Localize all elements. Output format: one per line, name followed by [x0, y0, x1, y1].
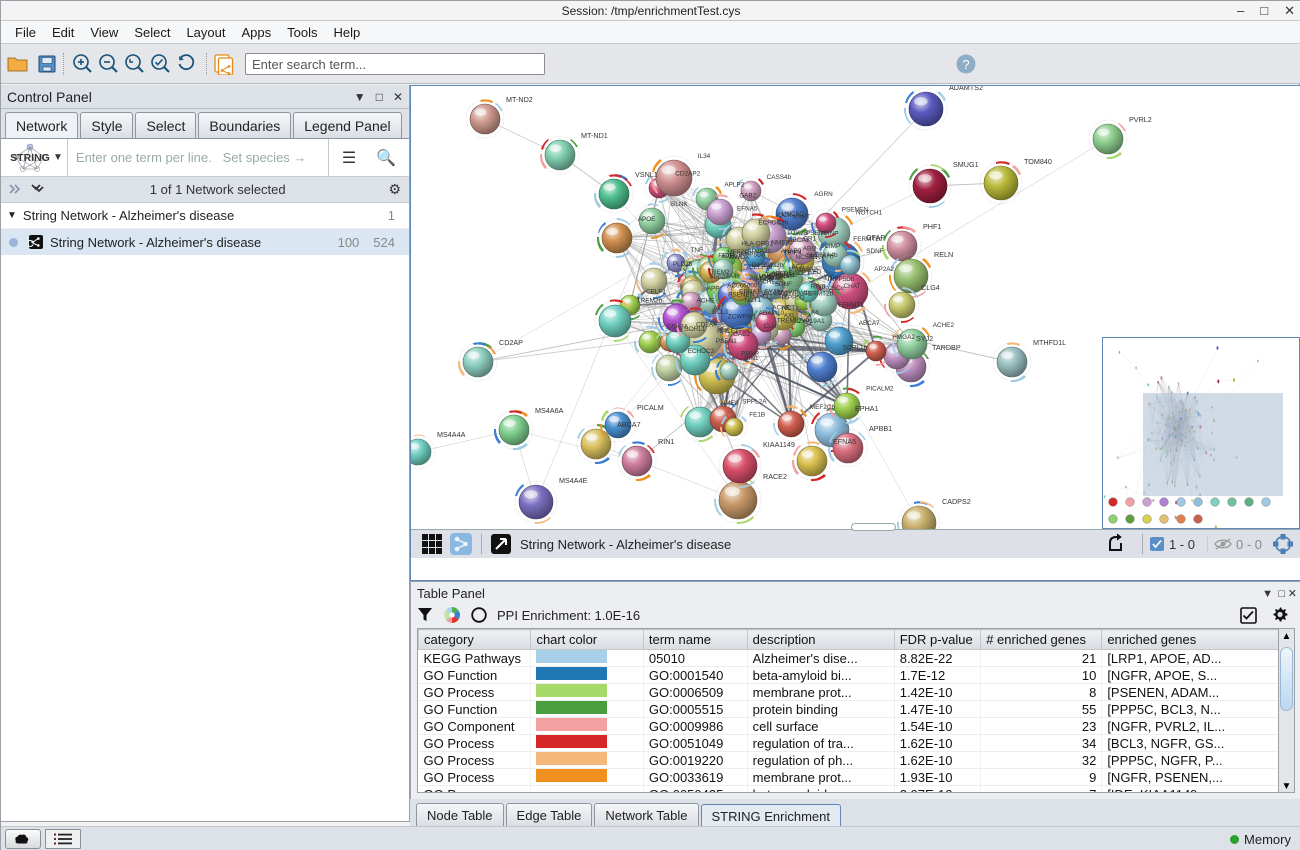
svg-text:NME8b: NME8b — [771, 240, 793, 247]
svg-text:TOM840: TOM840 — [1024, 157, 1052, 166]
svg-text:TNF: TNF — [824, 275, 837, 282]
svg-text:MS4A4E: MS4A4E — [559, 476, 588, 485]
svg-text:IQCK: IQCK — [776, 212, 792, 219]
svg-text:APOE: APOE — [755, 276, 773, 283]
svg-text:MS4A6A: MS4A6A — [535, 406, 564, 415]
svg-text:CASS4b: CASS4b — [767, 174, 792, 181]
svg-text:?: ? — [962, 57, 969, 72]
svg-text:HMGA2: HMGA2 — [892, 334, 915, 341]
svg-text:AP2A2: AP2A2 — [874, 266, 894, 273]
svg-text:MT-ND1: MT-ND1 — [581, 131, 608, 140]
svg-text:SLC24A4: SLC24A4 — [710, 273, 738, 280]
svg-text:MEF2Cb: MEF2Cb — [810, 404, 836, 411]
svg-text:CD2AP: CD2AP — [499, 338, 523, 347]
svg-text:ECHDC3b: ECHDC3b — [758, 220, 788, 227]
svg-text:PICALM: PICALM — [637, 403, 664, 412]
svg-text:TRIP4: TRIP4 — [784, 250, 803, 257]
svg-text:SCIMP: SCIMP — [820, 243, 840, 250]
svg-text:CELF1b: CELF1b — [749, 264, 773, 271]
svg-text:TREM2b: TREM2b — [637, 298, 663, 305]
svg-text:CLG4: CLG4 — [921, 283, 940, 292]
svg-text:MS4A4A: MS4A4A — [437, 430, 466, 439]
svg-text:TREML2: TREML2 — [777, 317, 803, 324]
svg-text:CD2AP2: CD2AP2 — [675, 171, 700, 178]
svg-text:ADAMTS2: ADAMTS2 — [949, 86, 983, 92]
svg-text:RACE2: RACE2 — [763, 472, 787, 481]
svg-text:VSNL1: VSNL1 — [635, 170, 658, 179]
svg-text:ECHDC3: ECHDC3 — [688, 348, 715, 355]
svg-text:ZCWPW1b: ZCWPW1b — [780, 290, 812, 297]
svg-text:EFNA5: EFNA5 — [737, 205, 758, 212]
svg-text:CADPS2: CADPS2 — [942, 497, 971, 506]
svg-text:CELF1: CELF1 — [646, 288, 666, 295]
svg-text:RIN1: RIN1 — [658, 437, 674, 446]
svg-text:APOE: APOE — [638, 216, 656, 223]
svg-text:A4: A4 — [713, 305, 721, 312]
svg-text:HLA-DRB1: HLA-DRB1 — [741, 240, 773, 247]
svg-text:FE1B: FE1B — [749, 411, 765, 418]
svg-text:IL34: IL34 — [698, 153, 711, 160]
svg-text:UNC5Cc: UNC5Cc — [819, 285, 845, 292]
svg-text:NME8: NME8 — [721, 400, 739, 407]
svg-text:ABCA7: ABCA7 — [859, 320, 880, 327]
svg-text:ACHE2: ACHE2 — [933, 322, 955, 329]
svg-text:FERMT2: FERMT2 — [838, 302, 864, 309]
svg-text:PSEN1: PSEN1 — [716, 338, 737, 345]
svg-text:APBB1: APBB1 — [869, 424, 892, 433]
svg-text:PICALM2: PICALM2 — [866, 386, 894, 393]
svg-text:RACE1: RACE1 — [717, 328, 739, 335]
svg-text:AGRN: AGRN — [814, 191, 833, 198]
svg-text:APLP2: APLP2 — [724, 182, 744, 189]
svg-text:BLNK: BLNK — [671, 201, 688, 208]
svg-text:PRNP: PRNP — [821, 231, 839, 238]
svg-text:ACHE: ACHE — [697, 297, 715, 304]
svg-text:EPHA1: EPHA1 — [739, 289, 760, 296]
svg-text:PLD3b: PLD3b — [673, 261, 693, 268]
svg-text:INPP5Dc: INPP5Dc — [739, 252, 766, 259]
svg-text:CD2AP3: CD2AP3 — [696, 322, 721, 329]
svg-text:TARDBP: TARDBP — [932, 343, 961, 352]
svg-text:EFNA5: EFNA5 — [833, 437, 856, 446]
svg-text:A4: A4 — [811, 310, 819, 317]
svg-text:ZCWPW1: ZCWPW1 — [728, 314, 757, 321]
svg-text:ADAM10: ADAM10 — [759, 310, 785, 317]
svg-text:MAPT: MAPT — [792, 214, 810, 221]
svg-text:PSENEN: PSENEN — [842, 207, 869, 214]
svg-text:EPHA1: EPHA1 — [855, 404, 879, 413]
svg-text:NCT1: NCT1 — [782, 305, 799, 312]
svg-text:SDNF: SDNF — [866, 248, 883, 255]
svg-text:APP: APP — [707, 285, 720, 292]
svg-text:GAB2: GAB2 — [739, 192, 756, 199]
svg-text:BIN1: BIN1 — [744, 355, 759, 362]
svg-text:CHAT: CHAT — [844, 283, 861, 290]
svg-text:ABCA7: ABCA7 — [617, 420, 641, 429]
svg-text:SMUG1: SMUG1 — [953, 160, 979, 169]
svg-text:MT-ND2: MT-ND2 — [506, 95, 533, 104]
svg-text:CLU: CLU — [764, 323, 777, 330]
svg-text:BACE1: BACE1 — [789, 270, 810, 277]
svg-text:RELN: RELN — [934, 250, 953, 259]
svg-text:AC066600: AC066600 — [727, 283, 758, 290]
svg-text:PHF1: PHF1 — [923, 222, 941, 231]
svg-text:SYJ2: SYJ2 — [916, 334, 933, 343]
svg-text:FERMT2c: FERMT2c — [853, 236, 883, 243]
svg-text:SPPL2A: SPPL2A — [742, 399, 767, 406]
svg-text:ABCA7: ABCA7 — [759, 290, 780, 297]
svg-text:MTHFD1L: MTHFD1L — [1033, 338, 1066, 347]
svg-text:PVRL2: PVRL2 — [1129, 115, 1152, 124]
svg-text:STRING: STRING — [10, 152, 50, 164]
svg-text:SLC24A4b: SLC24A4b — [807, 252, 838, 259]
svg-text:KIAA1149: KIAA1149 — [763, 440, 795, 449]
svg-text:SORL1b: SORL1b — [843, 345, 868, 352]
svg-text:TNF: TNF — [691, 247, 704, 254]
